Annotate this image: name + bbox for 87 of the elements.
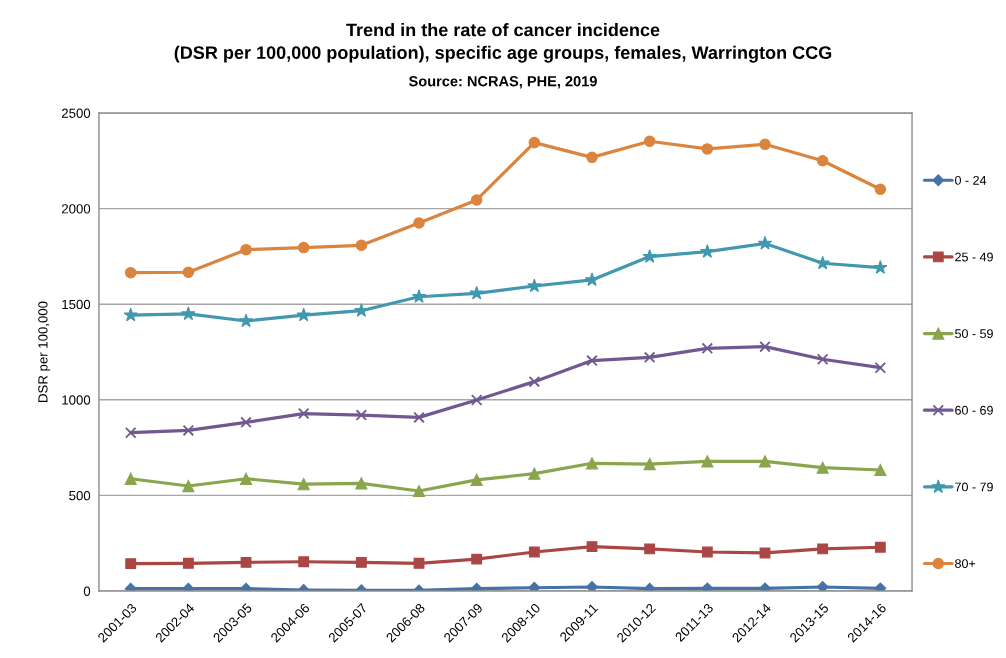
point — [125, 558, 137, 570]
point — [528, 546, 540, 558]
point — [528, 375, 541, 388]
point — [643, 457, 656, 471]
chart-title: Trend in the rate of cancer incidence (DSR per 100,000 population), specific age groups, females, Warrington CCG — [174, 23, 832, 63]
point — [586, 581, 598, 592]
point — [413, 217, 425, 229]
point — [470, 473, 483, 487]
point — [816, 155, 829, 167]
point — [816, 461, 829, 474]
point — [123, 307, 138, 322]
point — [124, 426, 137, 439]
y-tick-label: 1500 — [62, 299, 91, 310]
point — [643, 135, 656, 148]
point — [239, 472, 253, 485]
point — [238, 313, 254, 328]
point — [816, 353, 829, 366]
point — [240, 243, 252, 256]
point — [355, 477, 368, 490]
legend-label: 25 - 49 — [955, 252, 993, 262]
point — [874, 582, 887, 592]
point — [471, 553, 483, 565]
point — [182, 557, 194, 569]
y-tick-label: 2000 — [61, 204, 91, 214]
point — [124, 266, 137, 279]
y-tick-label: 500 — [69, 490, 91, 501]
point — [528, 581, 541, 592]
point — [586, 151, 598, 164]
point — [182, 424, 195, 437]
point — [296, 307, 311, 322]
point — [759, 138, 771, 151]
point — [240, 556, 252, 568]
legend-label: 80+ — [955, 559, 976, 569]
point — [181, 306, 196, 321]
point — [874, 183, 887, 196]
point — [701, 455, 714, 468]
legend-label: 70 - 79 — [955, 482, 993, 492]
point — [585, 457, 599, 470]
point — [701, 342, 714, 355]
y-tick-label: 2500 — [61, 108, 91, 118]
point — [759, 340, 771, 353]
point — [413, 411, 425, 424]
point — [586, 354, 598, 367]
point — [412, 484, 426, 498]
point — [528, 136, 541, 149]
point — [355, 556, 367, 568]
point — [297, 478, 310, 491]
point — [298, 556, 310, 568]
point — [644, 543, 656, 555]
point — [874, 463, 887, 477]
point — [124, 472, 137, 485]
legend-label: 0 - 24 — [955, 175, 987, 185]
point — [240, 416, 252, 429]
point — [873, 260, 888, 274]
source-note: Source: NCRAS, PHE, 2019 — [409, 76, 597, 89]
point — [643, 351, 656, 364]
point — [701, 546, 713, 558]
point — [182, 266, 195, 279]
y-tick-label: 1000 — [62, 395, 91, 405]
point — [874, 361, 887, 374]
point — [355, 239, 368, 252]
point — [700, 244, 715, 258]
y-tick-label: 0 — [83, 586, 91, 596]
point — [642, 249, 657, 263]
point — [757, 235, 773, 250]
point — [182, 479, 195, 493]
point — [470, 194, 483, 206]
point — [469, 285, 484, 300]
point — [759, 582, 771, 592]
point — [297, 407, 310, 420]
point — [584, 272, 600, 287]
point — [527, 278, 542, 293]
legend-label: 60 - 69 — [955, 405, 993, 415]
point — [874, 541, 886, 553]
point — [240, 582, 252, 592]
point — [470, 394, 483, 406]
point — [816, 581, 829, 592]
point — [528, 467, 541, 480]
legend-label: 50 - 59 — [955, 329, 993, 339]
point — [355, 409, 368, 421]
y-axis-title: DSR per 100,000 — [38, 301, 51, 402]
point — [586, 541, 598, 553]
point — [701, 143, 714, 155]
point — [413, 557, 425, 569]
point — [411, 289, 427, 303]
point — [297, 241, 310, 254]
point — [817, 543, 829, 555]
